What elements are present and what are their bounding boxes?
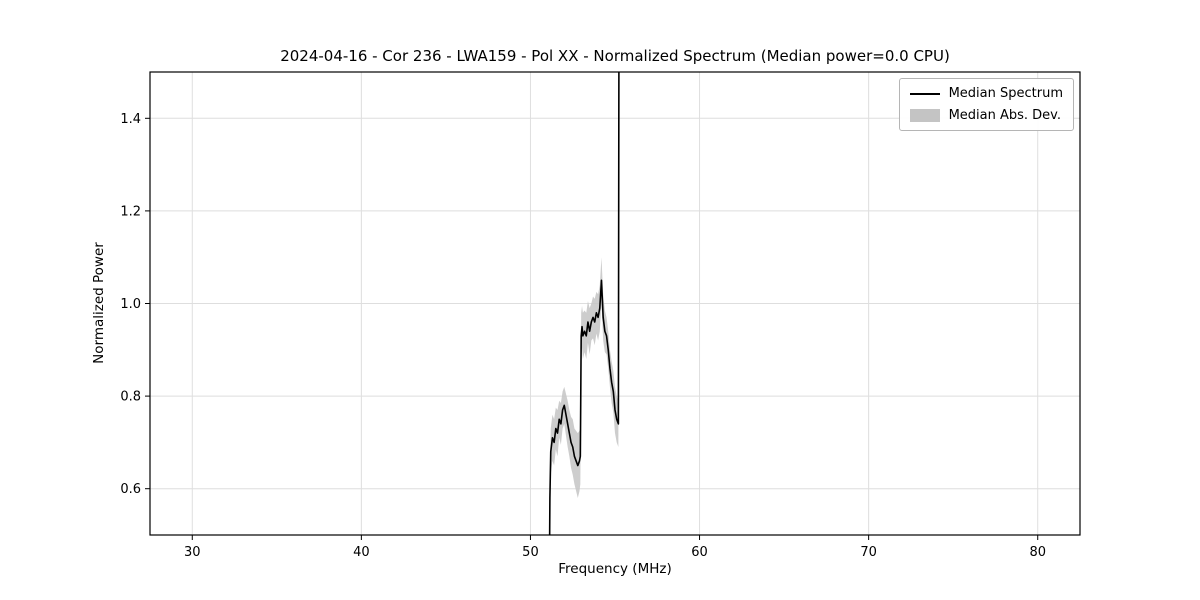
median-abs-dev-patch-swatch <box>909 109 940 122</box>
median-spectrum-line-swatch <box>909 92 940 95</box>
legend-label-median-abs-dev: Median Abs. Dev. <box>948 108 1062 123</box>
x-tick-label: 40 <box>353 545 370 560</box>
x-tick-label: 80 <box>1029 545 1046 560</box>
y-tick-label: 0.6 <box>120 482 141 497</box>
chart-title: 2024-04-16 - Cor 236 - LWA159 - Pol XX -… <box>280 47 950 65</box>
x-tick-label: 60 <box>691 545 708 560</box>
median-spectrum-line <box>548 72 620 535</box>
y-tick-label: 1.4 <box>120 112 141 127</box>
y-tick-label: 1.0 <box>120 297 141 312</box>
x-tick-label: 30 <box>184 545 201 560</box>
legend-label-median-spectrum: Median Spectrum <box>948 86 1063 101</box>
legend: Median Spectrum Median Abs. Dev. <box>898 78 1074 131</box>
legend-item-median-spectrum: Median Spectrum <box>909 86 1063 101</box>
y-tick-label: 1.2 <box>120 204 141 219</box>
x-tick-label: 70 <box>860 545 877 560</box>
y-tick-label: 0.8 <box>120 390 141 405</box>
legend-item-median-abs-dev: Median Abs. Dev. <box>909 108 1063 123</box>
x-tick-label: 50 <box>522 545 539 560</box>
x-axis-label: Frequency (MHz) <box>558 561 672 577</box>
mad-band <box>549 72 619 535</box>
